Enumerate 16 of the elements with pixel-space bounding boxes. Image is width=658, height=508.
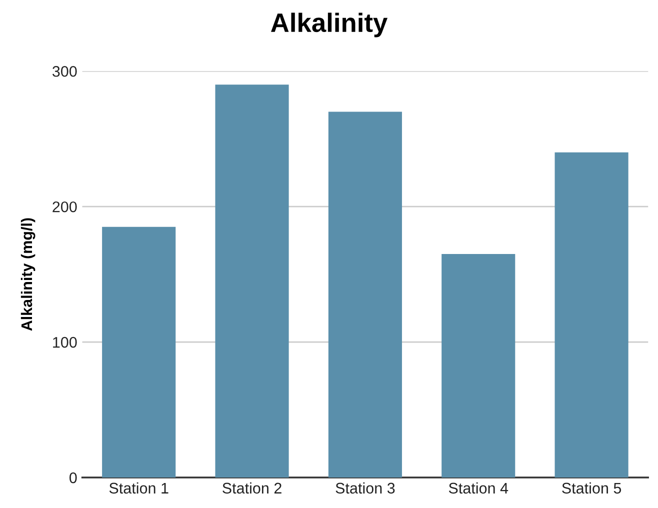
chart-title: Alkalinity [271,12,388,38]
x-tick-label: Station 5 [562,482,622,494]
x-tick-label: Station 1 [109,482,168,494]
bar [215,84,289,478]
bar [442,254,516,478]
bar [328,112,402,478]
x-tick-label: Station 3 [336,482,395,494]
y-tick-label: 300 [52,66,77,77]
y-axis-title: Alkalinity (mg/l) [20,218,36,331]
x-tick-label: Station 2 [222,482,282,494]
y-tick-label: 200 [52,201,77,212]
bar [554,152,628,478]
y-tick-label: 0 [69,472,77,484]
y-tick-label: 100 [53,336,77,348]
x-tick-label: Station 4 [448,482,508,494]
bar [102,226,176,478]
